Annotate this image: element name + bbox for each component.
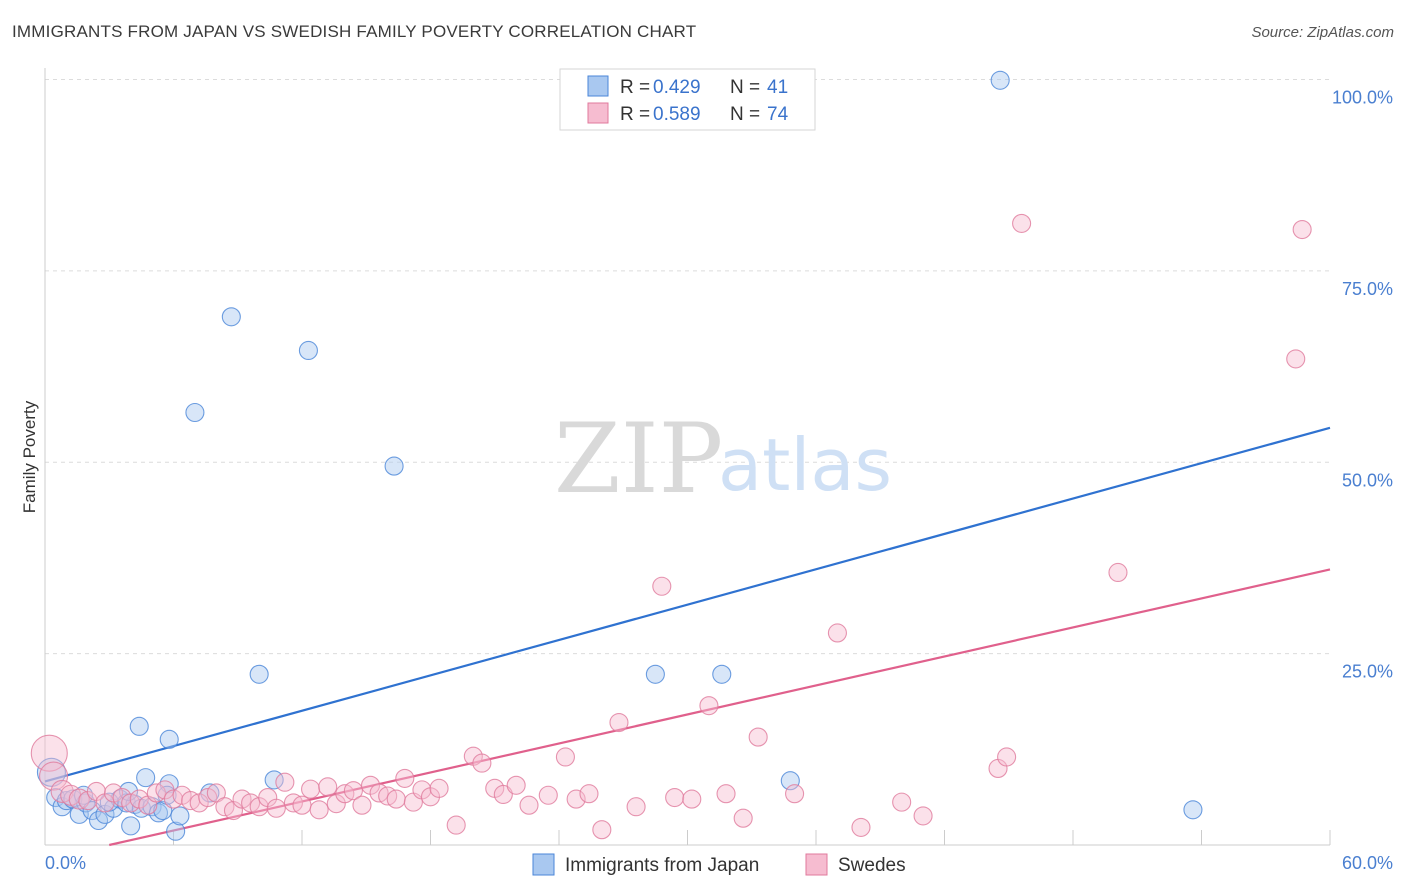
swedes-point bbox=[1286, 349, 1306, 369]
legend-r-value: 0.589 bbox=[653, 104, 701, 125]
japan-point bbox=[69, 804, 89, 824]
axes bbox=[44, 68, 1331, 846]
grid-lines bbox=[45, 79, 1330, 655]
swedes-point bbox=[913, 806, 933, 826]
legend-n-value: 74 bbox=[767, 104, 789, 125]
swedes-point bbox=[699, 696, 719, 716]
x-tick-labels: 0.0% 60.0% bbox=[45, 853, 1393, 873]
swedes-point bbox=[395, 768, 415, 788]
japan-point bbox=[249, 664, 269, 684]
legend: R = 0.429 N = 41 R = 0.589 N = 74 bbox=[559, 68, 816, 131]
swedes-point bbox=[266, 798, 286, 818]
legend-r-label: R = bbox=[620, 104, 650, 125]
trend-lines bbox=[44, 426, 1331, 847]
japan-point bbox=[185, 402, 205, 423]
japan-point bbox=[1183, 800, 1203, 820]
swedes-point bbox=[579, 784, 599, 804]
y-tick-labels: 25.0% 50.0% 75.0% 100.0% bbox=[1332, 88, 1393, 682]
swedes-point bbox=[682, 789, 702, 809]
x-tick-label: 60.0% bbox=[1342, 853, 1393, 873]
y-tick-label: 100.0% bbox=[1332, 88, 1393, 108]
legend-swatch bbox=[587, 75, 609, 97]
swedes-point bbox=[493, 784, 513, 805]
swedes-point bbox=[429, 778, 449, 798]
swedes-point bbox=[538, 785, 558, 805]
y-tick-label: 50.0% bbox=[1342, 470, 1393, 490]
bottom-legend-swatch bbox=[805, 853, 828, 876]
japan-point bbox=[221, 307, 241, 327]
japan-point bbox=[712, 664, 732, 684]
swedes-point bbox=[198, 787, 218, 808]
swedes-point bbox=[39, 761, 69, 791]
swedes-point bbox=[748, 727, 768, 747]
swedes-point bbox=[626, 797, 646, 817]
swedes-trend-line bbox=[109, 568, 1331, 847]
japan-point bbox=[159, 729, 179, 749]
swedes-point bbox=[785, 784, 805, 804]
swedes-point bbox=[103, 783, 124, 803]
japan-point bbox=[136, 768, 156, 788]
chart-title: IMMIGRANTS FROM JAPAN VS SWEDISH FAMILY … bbox=[12, 22, 697, 41]
bottom-legend-label: Immigrants from Japan bbox=[565, 855, 759, 876]
swedes-point bbox=[352, 795, 372, 815]
swedes-point bbox=[309, 800, 329, 820]
swedes-point bbox=[892, 792, 912, 812]
swedes-point bbox=[665, 787, 685, 808]
swedes-point bbox=[609, 712, 629, 733]
japan-point bbox=[166, 821, 186, 841]
swedes-point bbox=[566, 789, 586, 809]
legend-n-label: N = bbox=[730, 104, 760, 125]
swedes-point bbox=[519, 795, 539, 815]
japan-point bbox=[170, 806, 190, 826]
legend-swatch bbox=[587, 102, 609, 124]
source-label: Source: ZipAtlas.com bbox=[1251, 24, 1394, 41]
swedes-point bbox=[733, 808, 753, 828]
swedes-point bbox=[716, 784, 736, 804]
swedes-point bbox=[343, 781, 363, 801]
japan-point bbox=[298, 340, 318, 361]
watermark: ZIP atlas bbox=[554, 403, 892, 515]
swedes-point bbox=[997, 747, 1017, 767]
swedes-point bbox=[851, 817, 871, 837]
swedes-point bbox=[30, 734, 68, 772]
japan-point bbox=[121, 816, 141, 836]
swedes-point bbox=[1292, 219, 1312, 240]
japan-trend-line bbox=[44, 426, 1331, 783]
data-points bbox=[30, 70, 1312, 841]
y-axis-label: Family Poverty bbox=[20, 400, 39, 513]
watermark-zip: ZIP bbox=[554, 403, 723, 515]
swedes-point bbox=[555, 747, 575, 767]
japan-point bbox=[129, 716, 149, 736]
swedes-point bbox=[1108, 562, 1128, 583]
swedes-point bbox=[472, 753, 492, 773]
swedes-point bbox=[506, 775, 526, 795]
japan-point bbox=[990, 70, 1010, 90]
japan-point bbox=[645, 664, 665, 684]
swedes-point bbox=[275, 772, 295, 792]
swedes-point bbox=[652, 576, 672, 596]
y-tick-label: 75.0% bbox=[1342, 279, 1393, 299]
swedes-point bbox=[386, 789, 406, 809]
swedes-point bbox=[318, 777, 338, 797]
japan-point bbox=[384, 456, 404, 476]
swedes-point bbox=[446, 815, 466, 835]
swedes-point bbox=[301, 779, 321, 799]
swedes-point bbox=[592, 820, 612, 840]
swedes-point bbox=[827, 623, 847, 643]
swedes-point bbox=[206, 783, 226, 803]
watermark-atlas: atlas bbox=[718, 423, 892, 507]
bottom-legend-swatch bbox=[532, 853, 555, 876]
swedes-point bbox=[1012, 213, 1032, 233]
swedes-point bbox=[292, 795, 312, 815]
legend-n-value: 41 bbox=[767, 77, 788, 98]
bottom-legend-label: Swedes bbox=[838, 855, 906, 876]
legend-r-value: 0.429 bbox=[653, 77, 701, 98]
x-tick-label: 0.0% bbox=[45, 853, 86, 873]
legend-r-label: R = bbox=[620, 77, 650, 98]
y-tick-label: 25.0% bbox=[1342, 662, 1393, 682]
legend-n-label: N = bbox=[730, 77, 760, 98]
bottom-legend: Immigrants from Japan Swedes bbox=[532, 853, 906, 876]
